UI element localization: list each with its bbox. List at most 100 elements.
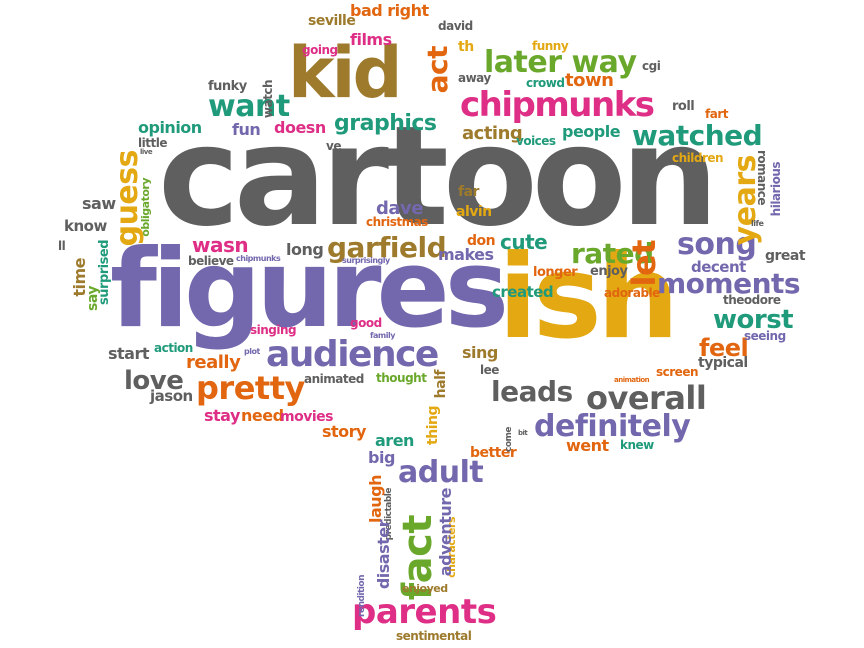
word-singing: singing bbox=[250, 323, 297, 337]
word-town: town bbox=[565, 70, 614, 91]
word-animated: animated bbox=[304, 372, 364, 386]
word-pretty: pretty bbox=[196, 369, 305, 407]
word-hilarious: hilarious bbox=[769, 162, 783, 217]
word-better: better bbox=[470, 445, 517, 461]
word-figures: figures bbox=[110, 227, 509, 352]
word-come: come bbox=[504, 427, 514, 452]
word-rated: rated bbox=[571, 237, 654, 270]
word-screen: screen bbox=[656, 365, 699, 379]
word-need: need bbox=[241, 406, 284, 425]
word-plot: plot bbox=[244, 347, 260, 356]
word-chipmunks-small: chipmunks bbox=[236, 254, 281, 263]
word-ish: ish bbox=[498, 230, 679, 365]
word-good: good bbox=[350, 316, 382, 330]
word-roll: roll bbox=[672, 99, 695, 114]
word-start: start bbox=[108, 344, 150, 363]
word-family: family bbox=[370, 331, 395, 340]
word-surprisingly: surprisingly bbox=[342, 256, 390, 265]
word-rendition: rendition bbox=[357, 575, 367, 617]
word-believe: believe bbox=[188, 254, 234, 268]
word-makes: makes bbox=[438, 245, 494, 264]
word-bad-right: bad right bbox=[350, 1, 429, 20]
word-david: david bbox=[438, 19, 473, 33]
word-adult: adult bbox=[398, 455, 484, 490]
word-parents: parents bbox=[352, 592, 497, 632]
word-th: th bbox=[458, 39, 474, 55]
word-chipmunks: chipmunks bbox=[460, 85, 655, 125]
word-later-way: later way bbox=[484, 45, 637, 80]
word-sing: sing bbox=[462, 343, 498, 362]
word-dave: dave bbox=[376, 198, 423, 219]
word-life: life bbox=[751, 219, 764, 228]
word-stay: stay bbox=[204, 406, 240, 425]
word-fun: fun bbox=[232, 120, 261, 139]
word-watched: watched bbox=[632, 119, 763, 152]
word-audience: audience bbox=[266, 334, 439, 375]
word-wasn: wasn bbox=[192, 233, 249, 257]
word-people: people bbox=[562, 122, 621, 141]
word-thing: thing bbox=[425, 406, 441, 445]
word-adorable: adorable bbox=[604, 286, 660, 300]
word-crowd: crowd bbox=[526, 76, 565, 90]
word-story: story bbox=[322, 422, 366, 441]
word-cgi: cgi bbox=[642, 59, 661, 73]
word-know: know bbox=[64, 217, 107, 235]
word-enjoy: enjoy bbox=[590, 264, 628, 279]
word-voices: voices bbox=[516, 134, 556, 148]
word-don: don bbox=[467, 233, 496, 249]
word-thought: thought bbox=[376, 371, 427, 385]
word-want: want bbox=[208, 89, 290, 124]
word-ve: ve bbox=[326, 139, 341, 153]
word-laugh: laugh bbox=[366, 475, 385, 524]
word-feel: feel bbox=[699, 334, 749, 362]
word-really: really bbox=[186, 352, 241, 373]
word-acting: acting bbox=[462, 123, 523, 144]
word-typical: typical bbox=[698, 355, 748, 371]
word-big: big bbox=[368, 448, 395, 467]
word-films: films bbox=[350, 30, 392, 49]
word-little: little bbox=[138, 136, 167, 150]
word-aren: aren bbox=[375, 431, 414, 450]
word-created: created bbox=[492, 283, 554, 301]
word-enjoyed: enjoyed bbox=[402, 582, 448, 595]
word-seville: seville bbox=[308, 13, 356, 29]
word-bit: bit bbox=[518, 429, 528, 437]
word-theodore: theodore bbox=[723, 293, 781, 307]
word-went: went bbox=[566, 436, 609, 455]
word-half: half bbox=[433, 370, 449, 399]
word-surprised: surprised bbox=[97, 240, 112, 305]
word-romance: romance bbox=[755, 150, 769, 206]
word-christmas: christmas bbox=[366, 215, 428, 229]
word-fart: fart bbox=[705, 107, 728, 121]
word-sentimental: sentimental bbox=[396, 629, 472, 643]
word-moments: moments bbox=[657, 267, 801, 300]
word-alvin: alvin bbox=[456, 204, 492, 220]
word-funky: funky bbox=[208, 79, 247, 94]
word-animation: animation bbox=[614, 376, 650, 384]
word-love: love bbox=[124, 366, 184, 396]
word-decent: decent bbox=[691, 258, 746, 276]
word-garfield: garfield bbox=[327, 231, 447, 264]
word-saw: saw bbox=[82, 194, 116, 213]
word-doesn: doesn bbox=[274, 118, 326, 137]
word-action: action bbox=[154, 341, 193, 355]
word-great: great bbox=[765, 248, 806, 264]
word-graphics: graphics bbox=[334, 111, 437, 136]
word-disaster: disaster bbox=[374, 520, 393, 590]
word-kid: kid bbox=[288, 32, 403, 114]
word-cartoon: cartoon bbox=[158, 96, 719, 257]
word-seeing: seeing bbox=[744, 329, 786, 343]
word-adventure: adventure bbox=[436, 488, 455, 577]
word-act: act bbox=[421, 46, 454, 94]
word-leads: leads bbox=[491, 375, 573, 408]
word-worst: worst bbox=[713, 305, 794, 335]
word-away: away bbox=[458, 71, 491, 85]
word-knew: knew bbox=[620, 438, 654, 452]
word-ll: ll bbox=[58, 239, 66, 253]
word-lee: lee bbox=[480, 363, 499, 377]
word-cute: cute bbox=[500, 230, 548, 254]
word-children: children bbox=[672, 151, 724, 165]
word-song: song bbox=[677, 227, 757, 262]
word-movies: movies bbox=[280, 409, 333, 425]
